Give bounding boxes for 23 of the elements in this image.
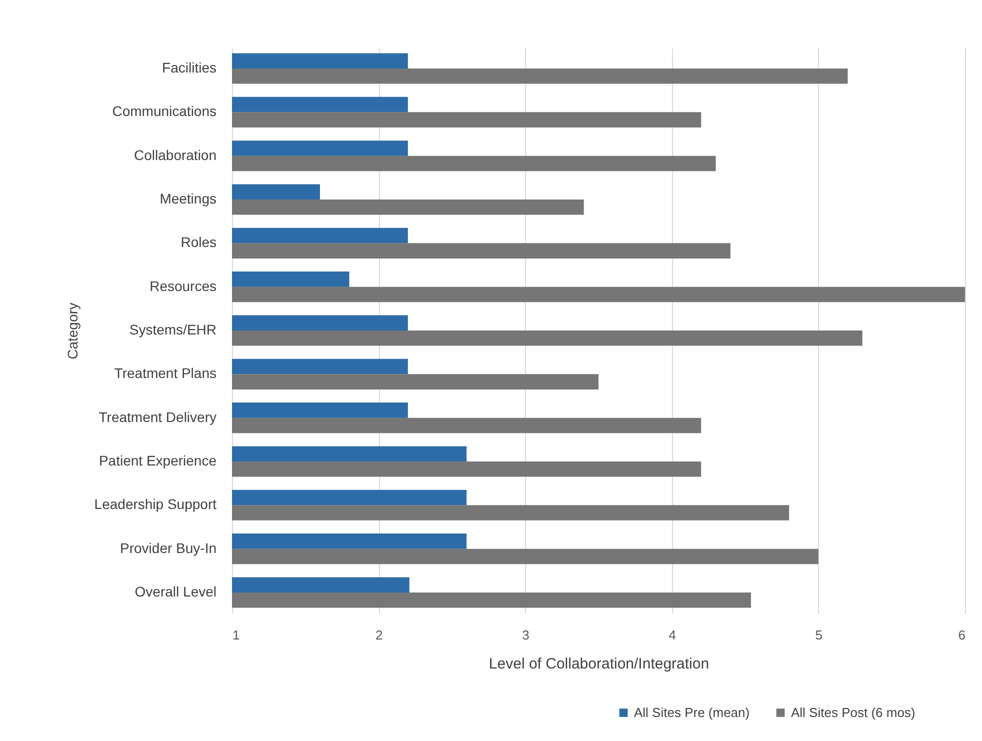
y-tick-label: Patient Experience (98, 452, 217, 468)
x-tick-label: 5 (815, 628, 823, 642)
x-tick-label: 1 (232, 628, 240, 642)
x-tick-label: 2 (375, 628, 383, 642)
y-tick-label: Collaboration (134, 146, 216, 163)
y-tick-label: Overall Level (134, 583, 216, 600)
y-tick-label: Roles (180, 234, 216, 250)
y-tick-label: Provider Buy-In (120, 540, 216, 556)
y-tick-label: Systems/EHR (129, 322, 216, 338)
y-tick-label: Leadership Support (94, 496, 217, 512)
y-tick-label: Resources (150, 278, 216, 294)
x-tick-label: 6 (958, 628, 966, 642)
y-tick-label: Treatment Plans (114, 365, 216, 382)
y-tick-label: Meetings (160, 190, 216, 207)
legend-label: All Sites Post (6 mos) (791, 704, 916, 720)
y-tick-label: Facilities (162, 60, 216, 76)
x-axis-title: Level of Collaboration/Integration (488, 656, 710, 672)
y-axis-title: Category (64, 302, 80, 360)
x-tick-label: 4 (668, 628, 676, 642)
x-tick-label: 3 (522, 628, 530, 642)
y-tick-label: Treatment Delivery (98, 408, 216, 425)
legend-label: All Sites Pre (mean) (634, 704, 750, 720)
y-tick-label: Communications (112, 103, 216, 120)
